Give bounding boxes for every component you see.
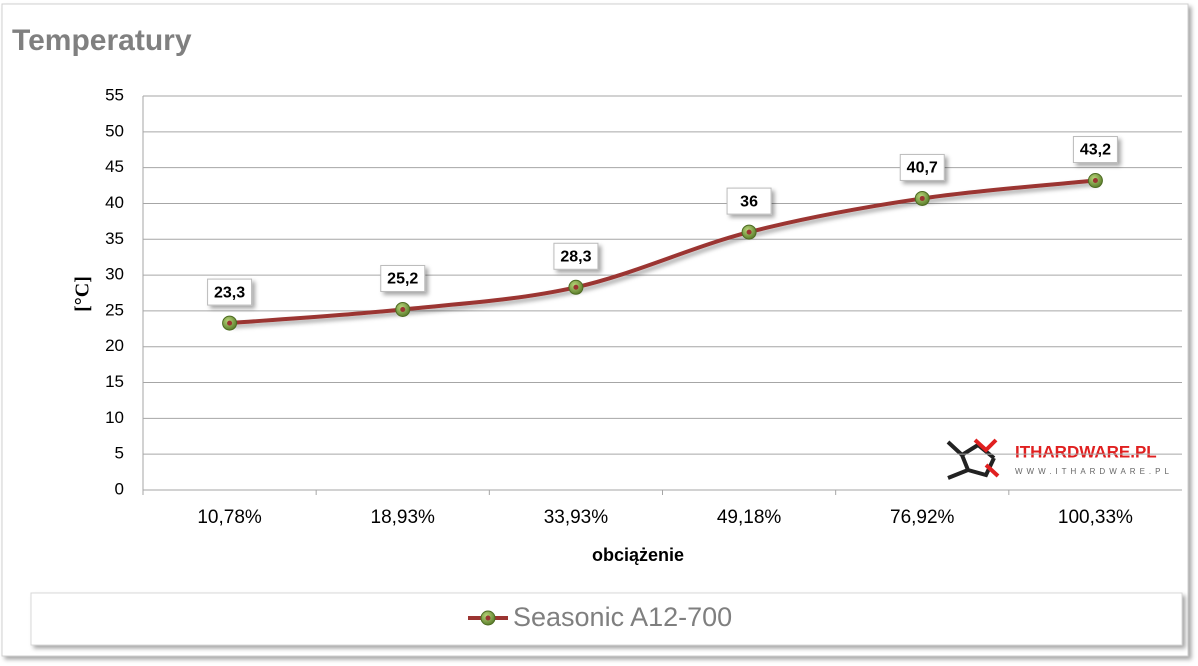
series-line xyxy=(229,178,1096,326)
x-tick-label: 33,93% xyxy=(544,507,609,528)
value-label-group: 28,3 xyxy=(553,242,599,270)
y-tick-label: 20 xyxy=(105,336,124,355)
watermark-logo: ITHARDWARE.PL xyxy=(1015,442,1157,461)
value-label-group: 23,3 xyxy=(207,278,253,306)
value-label: 23,3 xyxy=(214,284,245,301)
point-center xyxy=(573,284,579,290)
point-center xyxy=(919,195,925,201)
value-label: 28,3 xyxy=(560,248,591,265)
x-tick-label: 10,78% xyxy=(197,507,262,528)
value-label-group: 40,7 xyxy=(899,153,945,181)
legend-box xyxy=(30,592,1183,646)
x-tick-label: 18,93% xyxy=(371,507,436,528)
legend-label: Seasonic A12-700 xyxy=(513,602,732,632)
value-label-group: 36 xyxy=(726,187,772,215)
chart-frame xyxy=(1,3,1189,657)
point-center xyxy=(227,320,233,326)
chart-title: Temperatury xyxy=(12,24,192,57)
value-label-group: 25,2 xyxy=(380,264,426,292)
y-tick-label: 40 xyxy=(105,193,124,212)
y-tick-label: 50 xyxy=(105,121,124,140)
value-label-box xyxy=(553,242,599,270)
watermark: ITHARDWARE.PL WWW.ITHARDWARE.PL xyxy=(946,438,1173,480)
y-tick-label: 0 xyxy=(115,479,124,498)
x-axis-label: obciążenie xyxy=(592,545,684,565)
value-label-box xyxy=(207,278,253,306)
x-tick-label: 76,92% xyxy=(890,507,955,528)
y-tick-label: 15 xyxy=(105,372,124,391)
value-label: 25,2 xyxy=(387,271,418,288)
value-label: 36 xyxy=(740,193,758,210)
x-tick-label: 100,33% xyxy=(1058,507,1133,528)
point-center xyxy=(400,306,406,312)
value-label-group: 43,2 xyxy=(1072,136,1118,164)
y-tick-label: 30 xyxy=(105,265,124,284)
legend-marker-center xyxy=(485,615,491,621)
y-tick-label: 25 xyxy=(105,300,124,319)
y-tick-label: 55 xyxy=(105,85,124,104)
value-label-box xyxy=(1072,136,1118,164)
value-label-box xyxy=(899,153,945,181)
point-center xyxy=(1092,178,1098,184)
y-tick-label: 10 xyxy=(105,408,124,427)
value-label-box xyxy=(380,264,426,292)
y-tick-label: 35 xyxy=(105,229,124,248)
watermark-url: WWW.ITHARDWARE.PL xyxy=(1015,467,1173,476)
y-tick-label: 5 xyxy=(115,444,124,463)
y-axis-label: [°C] xyxy=(72,276,94,312)
point-center xyxy=(746,229,752,235)
y-tick-label: 45 xyxy=(105,157,124,176)
value-label: 40,7 xyxy=(907,160,938,177)
logo-accent xyxy=(973,438,1000,478)
value-label: 43,2 xyxy=(1080,142,1111,159)
x-tick-label: 49,18% xyxy=(717,507,782,528)
value-label-box xyxy=(726,187,772,215)
